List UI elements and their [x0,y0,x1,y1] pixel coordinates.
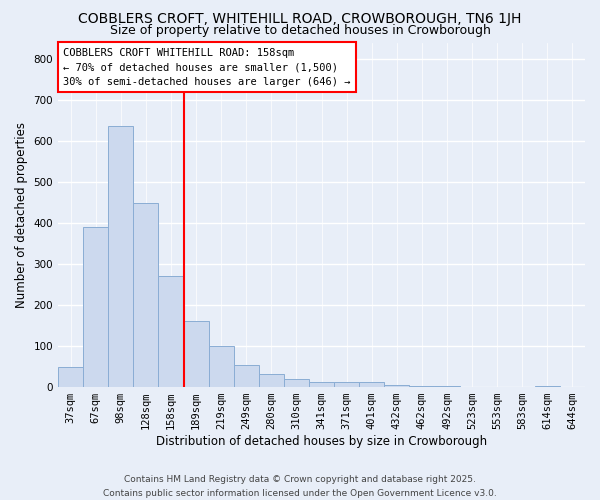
Bar [133,203,158,386]
Y-axis label: Number of detached properties: Number of detached properties [15,122,28,308]
Text: COBBLERS CROFT WHITEHILL ROAD: 158sqm
← 70% of detached houses are smaller (1,50: COBBLERS CROFT WHITEHILL ROAD: 158sqm ← … [64,48,351,88]
Text: COBBLERS CROFT, WHITEHILL ROAD, CROWBOROUGH, TN6 1JH: COBBLERS CROFT, WHITEHILL ROAD, CROWBORO… [79,12,521,26]
Bar [58,367,83,386]
Bar [259,374,284,386]
Text: Size of property relative to detached houses in Crowborough: Size of property relative to detached ho… [110,24,490,37]
X-axis label: Distribution of detached houses by size in Crowborough: Distribution of detached houses by size … [156,434,487,448]
Bar [309,382,334,386]
Text: Contains HM Land Registry data © Crown copyright and database right 2025.
Contai: Contains HM Land Registry data © Crown c… [103,476,497,498]
Bar [184,321,209,386]
Bar [359,382,384,386]
Bar [108,126,133,386]
Bar [334,382,359,386]
Bar [158,276,184,386]
Bar [284,379,309,386]
Bar [209,346,233,387]
Bar [233,366,259,386]
Bar [83,227,108,386]
